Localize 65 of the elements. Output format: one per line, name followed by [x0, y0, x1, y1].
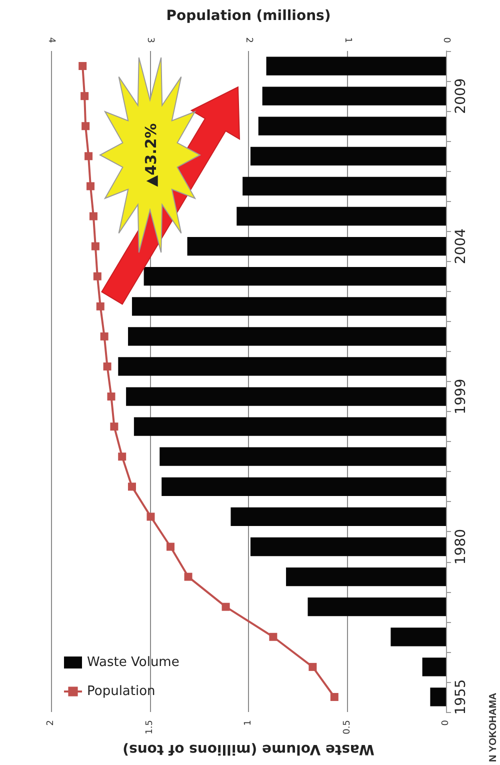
bar	[266, 56, 446, 76]
bar	[128, 327, 446, 346]
point	[91, 242, 100, 250]
x-tick-label: 0.5	[342, 720, 352, 734]
bar	[162, 477, 446, 496]
point	[89, 212, 98, 220]
text: N YOKOHAMA	[488, 692, 499, 762]
y-tick-label: 2009	[453, 78, 469, 114]
point	[222, 602, 230, 611]
annotation: ▲43.2%	[142, 123, 160, 187]
bar	[422, 658, 446, 676]
x2-tick-label: 3	[144, 37, 155, 43]
x2-tick-label: 1	[342, 37, 352, 43]
x-tick-label: 0	[441, 720, 451, 726]
bar	[250, 537, 446, 556]
x2-tick-label: 0	[441, 37, 451, 44]
legend-label: Waste Volume	[87, 655, 180, 670]
bar	[286, 567, 446, 586]
bar	[132, 297, 446, 316]
x-tick-label: 1	[244, 720, 254, 726]
point	[107, 392, 116, 401]
point	[308, 662, 317, 671]
point	[93, 272, 102, 280]
point	[166, 542, 174, 551]
y-tick-label: 1980	[453, 528, 469, 565]
bar	[134, 417, 446, 436]
x2-tick-label: 2	[244, 37, 254, 43]
bar	[430, 688, 446, 706]
bar	[308, 598, 446, 616]
point	[146, 512, 155, 521]
bar	[390, 628, 446, 646]
bar	[236, 206, 446, 226]
point	[269, 632, 278, 641]
point	[84, 152, 93, 160]
bar	[118, 357, 446, 376]
point	[118, 452, 126, 461]
bar	[262, 86, 446, 106]
bar	[160, 447, 446, 466]
point	[100, 332, 108, 340]
point	[78, 62, 87, 70]
legend-label: Population	[87, 684, 156, 699]
point	[128, 482, 136, 491]
point	[330, 692, 338, 701]
bar	[187, 236, 446, 256]
point	[110, 422, 118, 431]
point	[86, 182, 94, 190]
x-tick-label: 2	[46, 720, 56, 726]
point	[103, 362, 112, 370]
y-tick-label: 1955	[453, 679, 469, 715]
bar	[250, 146, 446, 166]
x2-axis-title: Population (millions)	[166, 8, 331, 24]
x2-tick-label: 4	[46, 37, 56, 44]
y-tick-label: 1999	[453, 378, 469, 414]
y-tick-label: 2004	[453, 228, 469, 264]
bar	[258, 116, 446, 136]
point	[80, 92, 89, 100]
x-axis-title: Waste Volume (millions of tons)	[122, 741, 374, 758]
point	[184, 572, 192, 581]
bar	[242, 176, 446, 196]
point	[96, 302, 104, 310]
point	[82, 122, 90, 130]
bar	[144, 267, 446, 286]
bar	[230, 507, 446, 526]
x-tick-label: 1.5	[144, 720, 155, 734]
bar	[126, 387, 446, 406]
